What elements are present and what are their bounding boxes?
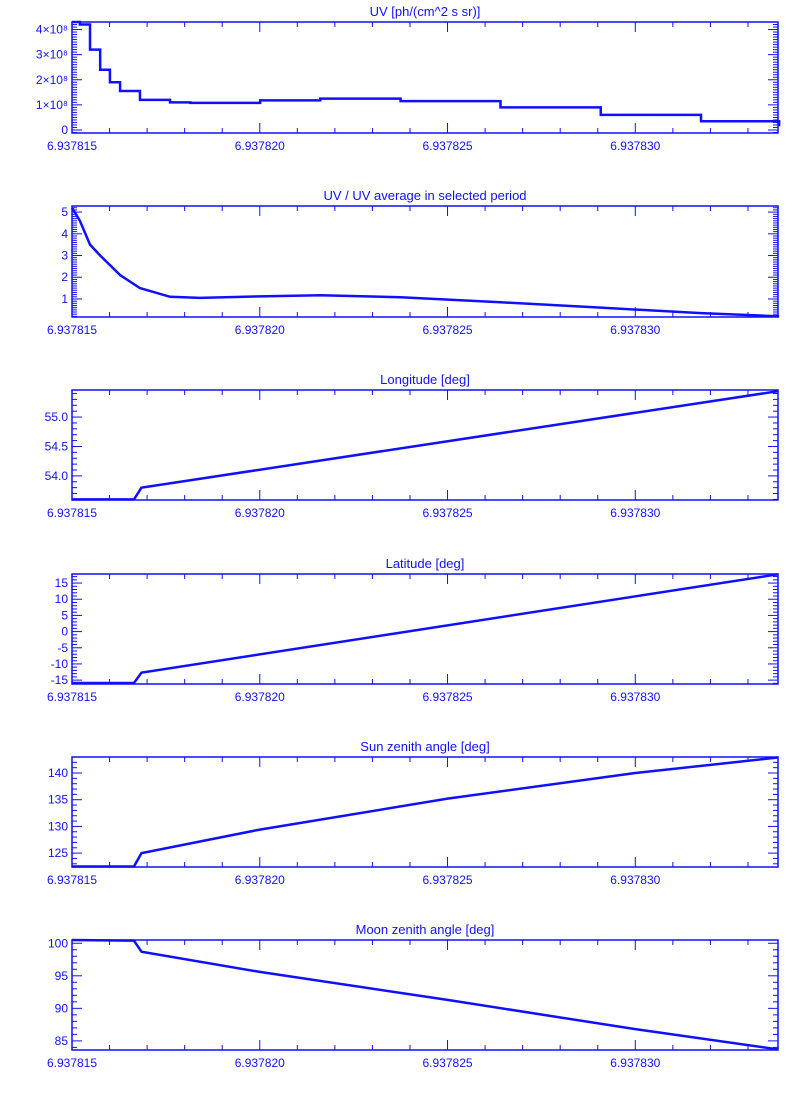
chart-title: Sun zenith angle [deg] bbox=[360, 739, 489, 754]
y-tick-label: 4 bbox=[61, 227, 68, 241]
y-tick-label: 100 bbox=[48, 936, 68, 950]
y-tick-label: 2×10⁸ bbox=[36, 73, 68, 87]
x-tick-label: 6.937830 bbox=[610, 323, 660, 337]
x-tick-label: 6.937830 bbox=[610, 873, 660, 887]
y-tick-label: 3×10⁸ bbox=[36, 48, 68, 62]
y-tick-label: 4×10⁸ bbox=[36, 23, 68, 37]
y-tick-label: 85 bbox=[55, 1034, 69, 1048]
y-tick-label: 55.0 bbox=[45, 410, 69, 424]
x-tick-label: 6.937820 bbox=[235, 873, 285, 887]
x-tick-label: 6.937820 bbox=[235, 139, 285, 153]
x-tick-label: 6.937825 bbox=[423, 323, 473, 337]
y-tick-label: 90 bbox=[55, 1001, 69, 1015]
x-tick-label: 6.937830 bbox=[610, 139, 660, 153]
x-tick-label: 6.937830 bbox=[610, 506, 660, 520]
y-tick-label: -5 bbox=[57, 641, 68, 655]
panel-2: UV / UV average in selected period 6.9378… bbox=[47, 188, 780, 337]
x-tick-label: 6.937815 bbox=[47, 873, 97, 887]
chart-title: UV / UV average in selected period bbox=[323, 188, 526, 203]
chart-title: Moon zenith angle [deg] bbox=[356, 922, 495, 937]
y-tick-label: 140 bbox=[48, 766, 68, 780]
y-tick-label: -15 bbox=[51, 673, 69, 687]
plot-frame bbox=[71, 756, 779, 868]
y-tick-label: 1 bbox=[61, 292, 68, 306]
x-tick-label: 6.937830 bbox=[610, 1056, 660, 1070]
x-tick-label: 6.937815 bbox=[47, 323, 97, 337]
y-tick-label: 0 bbox=[61, 625, 68, 639]
y-tick-label: 3 bbox=[61, 249, 68, 263]
x-tick-label: 6.937820 bbox=[235, 1056, 285, 1070]
y-tick-label: 10 bbox=[55, 592, 69, 606]
y-tick-label: 15 bbox=[55, 576, 69, 590]
y-tick-label: 54.5 bbox=[45, 439, 69, 453]
x-tick-label: 6.937820 bbox=[235, 323, 285, 337]
chart-title: UV [ph/(cm^2 s sr)] bbox=[370, 4, 481, 19]
x-tick-label: 6.937815 bbox=[47, 139, 97, 153]
chart-title: Longitude [deg] bbox=[380, 372, 470, 387]
x-tick-label: 6.937825 bbox=[423, 139, 473, 153]
y-tick-label: 54.0 bbox=[45, 469, 69, 483]
x-tick-label: 6.937820 bbox=[235, 506, 285, 520]
x-tick-label: 6.937830 bbox=[610, 690, 660, 704]
y-tick-label: 135 bbox=[48, 793, 68, 807]
panel-1: UV [ph/(cm^2 s sr)] 6.937815 6.937820 6.937… bbox=[36, 4, 781, 153]
y-tick-label: 2 bbox=[61, 270, 68, 284]
plot-frame bbox=[71, 21, 779, 134]
series-line bbox=[72, 573, 779, 685]
panel-6: Moon zenith angle [deg] 6.937815 6.937820 6… bbox=[47, 922, 779, 1070]
x-tick-label: 6.937815 bbox=[47, 506, 97, 520]
y-tick-label: 5 bbox=[61, 205, 68, 219]
x-tick-label: 6.937825 bbox=[423, 690, 473, 704]
plot-frame bbox=[71, 205, 779, 318]
x-tick-label: 6.937820 bbox=[235, 690, 285, 704]
y-tick-label: 130 bbox=[48, 819, 68, 833]
series-line bbox=[70, 207, 780, 318]
series-line bbox=[72, 20, 781, 127]
plot-frame bbox=[71, 389, 779, 501]
panel-3: Longitude [deg] 6.937815 6.937820 6.937825 6… bbox=[45, 372, 779, 520]
y-tick-label: 125 bbox=[48, 846, 68, 860]
panel-4: Latitude [deg] 6.937815 6.937820 6.937825 6.… bbox=[47, 556, 779, 704]
y-tick-label: 0 bbox=[61, 123, 68, 137]
x-tick-label: 6.937815 bbox=[47, 1056, 97, 1070]
plot-frame bbox=[71, 573, 779, 685]
x-tick-label: 6.937815 bbox=[47, 690, 97, 704]
series-line bbox=[71, 938, 779, 1051]
y-tick-label: -10 bbox=[51, 657, 69, 671]
x-tick-label: 6.937825 bbox=[423, 873, 473, 887]
x-tick-label: 6.937825 bbox=[423, 1056, 473, 1070]
series-line bbox=[72, 756, 779, 868]
panel-5: Sun zenith angle [deg] 6.937815 6.937820 6.… bbox=[47, 739, 779, 887]
x-tick-label: 6.937825 bbox=[423, 506, 473, 520]
series-line bbox=[72, 389, 779, 501]
y-tick-label: 1×10⁸ bbox=[36, 98, 68, 112]
chart-title: Latitude [deg] bbox=[386, 556, 465, 571]
y-tick-label: 95 bbox=[55, 969, 69, 983]
y-tick-label: 5 bbox=[61, 608, 68, 622]
